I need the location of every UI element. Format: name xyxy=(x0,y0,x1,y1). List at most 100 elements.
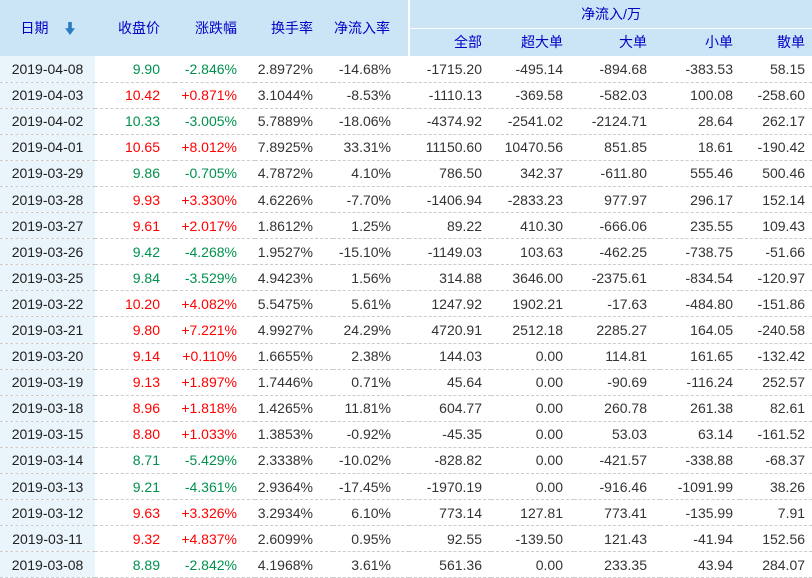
date-cell: 2019-03-18 xyxy=(0,395,95,422)
large-cell: -582.03 xyxy=(574,82,660,109)
table-row: 2019-03-15 8.80 +1.033% 1.3853% -0.92% -45.35… xyxy=(0,421,812,448)
retail-cell: -190.42 xyxy=(740,134,812,161)
retail-cell: -258.60 xyxy=(740,82,812,109)
large-cell: 121.43 xyxy=(574,525,660,553)
retail-cell: 109.43 xyxy=(740,212,812,240)
small-cell: -338.88 xyxy=(660,447,740,475)
table-row: 2019-03-11 9.32 +4.837% 2.6099% 0.95% 92.55 -1… xyxy=(0,525,812,553)
inflow_rate-cell: -10.02% xyxy=(333,447,409,475)
small-cell: -1091.99 xyxy=(660,473,740,501)
all-cell: 144.03 xyxy=(409,343,491,370)
large-cell: 977.97 xyxy=(574,186,660,214)
small-cell: 164.05 xyxy=(660,316,740,344)
date-cell: 2019-04-03 xyxy=(0,82,95,109)
super_large-cell: 0.00 xyxy=(491,473,574,501)
large-cell: -17.63 xyxy=(574,290,660,318)
turnover-cell: 5.7889% xyxy=(255,108,333,135)
turnover-cell: 4.9927% xyxy=(255,316,333,344)
super_large-cell: 2512.18 xyxy=(491,316,574,344)
turnover-cell: 4.7872% xyxy=(255,160,333,187)
table-row: 2019-03-18 8.96 +1.818% 1.4265% 11.81% 604.77… xyxy=(0,395,812,422)
all-cell: 561.36 xyxy=(409,551,491,578)
large-cell: -462.25 xyxy=(574,238,660,266)
super_large-cell: -2541.02 xyxy=(491,108,574,135)
close-cell: 8.96 xyxy=(95,395,175,422)
inflow_rate-cell: 5.61% xyxy=(333,290,409,318)
date-cell: 2019-03-26 xyxy=(0,238,95,266)
large-cell: -916.46 xyxy=(574,473,660,501)
table-row: 2019-03-19 9.13 +1.897% 1.7446% 0.71% 45.64 0.… xyxy=(0,369,812,396)
table-row: 2019-04-03 10.42 +0.871% 3.1044% -8.53% -1110… xyxy=(0,82,812,109)
inflow_rate-cell: 6.10% xyxy=(333,499,409,527)
turnover-cell: 2.6099% xyxy=(255,525,333,553)
turnover-cell: 4.1968% xyxy=(255,551,333,578)
small-cell: -383.53 xyxy=(660,56,740,83)
large-cell: -894.68 xyxy=(574,56,660,83)
turnover-cell: 1.4265% xyxy=(255,395,333,422)
turnover-cell: 1.9527% xyxy=(255,238,333,266)
column-header-super-large: 超大单 xyxy=(491,28,574,56)
change-cell: +2.017% xyxy=(175,212,255,240)
retail-cell: -240.58 xyxy=(740,316,812,344)
inflow_rate-cell: 0.71% xyxy=(333,369,409,396)
date-cell: 2019-04-01 xyxy=(0,134,95,161)
change-cell: -3.005% xyxy=(175,108,255,135)
column-header-date[interactable]: 日期 xyxy=(0,0,95,56)
small-cell: -41.94 xyxy=(660,525,740,553)
all-cell: -4374.92 xyxy=(409,108,491,135)
retail-cell: -120.97 xyxy=(740,264,812,292)
small-cell: 28.64 xyxy=(660,108,740,135)
super_large-cell: 0.00 xyxy=(491,395,574,422)
small-cell: 296.17 xyxy=(660,186,740,214)
inflow_rate-cell: -17.45% xyxy=(333,473,409,501)
retail-cell: 500.46 xyxy=(740,160,812,187)
change-cell: +3.330% xyxy=(175,186,255,214)
close-cell: 9.90 xyxy=(95,56,175,83)
table-row: 2019-04-01 10.65 +8.012% 7.8925% 33.31% 11150… xyxy=(0,134,812,161)
inflow_rate-cell: -18.06% xyxy=(333,108,409,135)
close-cell: 10.33 xyxy=(95,108,175,135)
table-row: 2019-03-12 9.63 +3.326% 3.2934% 6.10% 773.14 1… xyxy=(0,499,812,527)
small-cell: 43.94 xyxy=(660,551,740,578)
retail-cell: -68.37 xyxy=(740,447,812,475)
table-row: 2019-03-22 10.20 +4.082% 5.5475% 5.61% 1247.9… xyxy=(0,290,812,318)
retail-cell: 7.91 xyxy=(740,499,812,527)
date-cell: 2019-03-08 xyxy=(0,551,95,578)
inflow_rate-cell: 4.10% xyxy=(333,160,409,187)
all-cell: 45.64 xyxy=(409,369,491,396)
retail-cell: -161.52 xyxy=(740,421,812,448)
super_large-cell: 1902.21 xyxy=(491,290,574,318)
close-cell: 9.84 xyxy=(95,264,175,292)
change-cell: +0.110% xyxy=(175,343,255,370)
inflow_rate-cell: -14.68% xyxy=(333,56,409,83)
table-header: 日期 收盘价 涨跌幅 换手率 净流入率 净流入/万 全部 超大单 大单 小单 散… xyxy=(0,0,812,56)
retail-cell: 262.17 xyxy=(740,108,812,135)
table-row: 2019-03-28 9.93 +3.330% 4.6226% -7.70% -1406.… xyxy=(0,186,812,214)
super_large-cell: 10470.56 xyxy=(491,134,574,161)
turnover-cell: 3.2934% xyxy=(255,499,333,527)
sort-desc-icon[interactable] xyxy=(64,21,75,35)
close-cell: 8.80 xyxy=(95,421,175,448)
date-cell: 2019-03-20 xyxy=(0,343,95,370)
all-cell: -1149.03 xyxy=(409,238,491,266)
change-cell: -2.842% xyxy=(175,551,255,578)
date-cell: 2019-03-25 xyxy=(0,264,95,292)
table-row: 2019-03-29 9.86 -0.705% 4.7872% 4.10% 786.50 3… xyxy=(0,160,812,187)
close-cell: 9.63 xyxy=(95,499,175,527)
turnover-cell: 1.7446% xyxy=(255,369,333,396)
change-cell: -5.429% xyxy=(175,447,255,475)
date-cell: 2019-03-11 xyxy=(0,525,95,553)
inflow_rate-cell: 11.81% xyxy=(333,395,409,422)
small-cell: 100.08 xyxy=(660,82,740,109)
all-cell: -1406.94 xyxy=(409,186,491,214)
date-cell: 2019-03-14 xyxy=(0,447,95,475)
all-cell: 604.77 xyxy=(409,395,491,422)
close-cell: 9.14 xyxy=(95,343,175,370)
date-cell: 2019-04-02 xyxy=(0,108,95,135)
retail-cell: 152.56 xyxy=(740,525,812,553)
turnover-cell: 4.6226% xyxy=(255,186,333,214)
change-cell: +7.221% xyxy=(175,316,255,344)
column-header-all: 全部 xyxy=(408,28,491,56)
all-cell: -1970.19 xyxy=(409,473,491,501)
small-cell: 555.46 xyxy=(660,160,740,187)
